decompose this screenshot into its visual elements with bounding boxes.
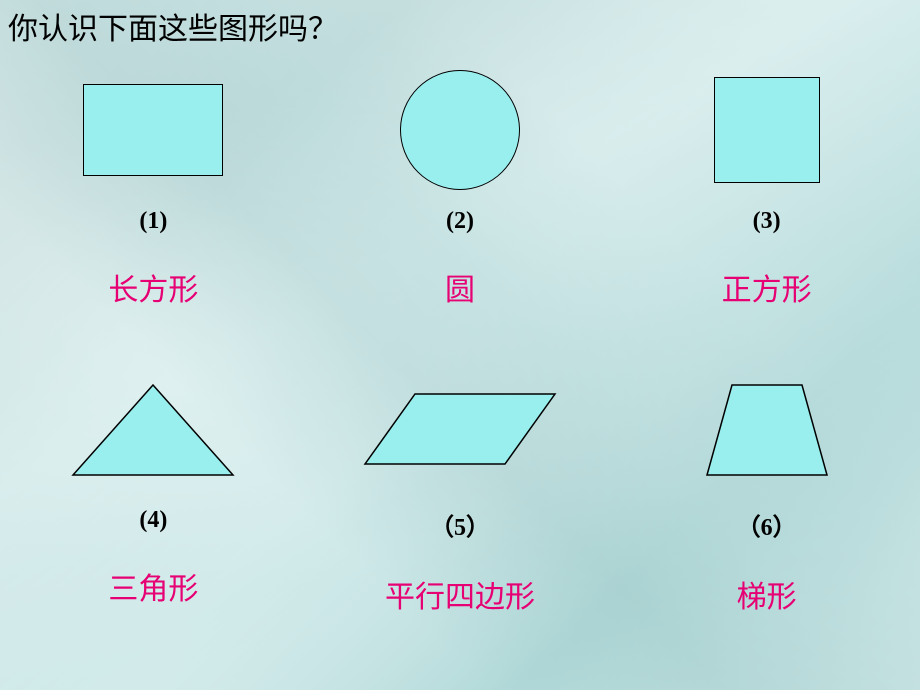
shape-name: 长方形 [108,265,198,309]
shape-cell-circle: (2) 圆 [307,70,614,309]
shape-number: (1) [139,208,167,235]
shape-cell-trapezoid: （6） 梯形 [613,369,920,616]
shape-number: (4) [139,507,167,534]
rectangle-shape [83,84,223,176]
shape-name: 圆 [445,265,475,309]
shape-cell-rectangle: (1) 长方形 [0,70,307,309]
shape-area [355,369,565,489]
shape-name: 正方形 [722,265,812,309]
circle-shape [400,70,520,190]
shape-name: 梯形 [737,572,797,616]
trapezoid-shape [697,375,837,483]
shape-area [400,70,520,190]
shape-cell-square: (3) 正方形 [613,70,920,309]
square-shape [714,77,820,183]
shape-area [83,70,223,190]
shape-cell-parallelogram: （5） 平行四边形 [307,369,614,616]
shape-area [697,369,837,489]
shape-area [63,369,243,489]
shapes-grid: (1) 长方形 (2) 圆 (3) 正方形 (4) 三角形 （5） [0,70,920,616]
shape-name: 平行四边形 [385,572,535,616]
shape-cell-triangle: (4) 三角形 [0,369,307,616]
question-title: 你认识下面这些图形吗？ [8,4,338,48]
shape-number: (2) [446,208,474,235]
triangle-shape [63,375,243,483]
shape-number: （5） [430,507,490,542]
shape-name: 三角形 [108,564,198,608]
parallelogram-shape [355,384,565,474]
shape-number: （6） [737,507,797,542]
shape-number: (3) [753,208,781,235]
shape-area [714,70,820,190]
